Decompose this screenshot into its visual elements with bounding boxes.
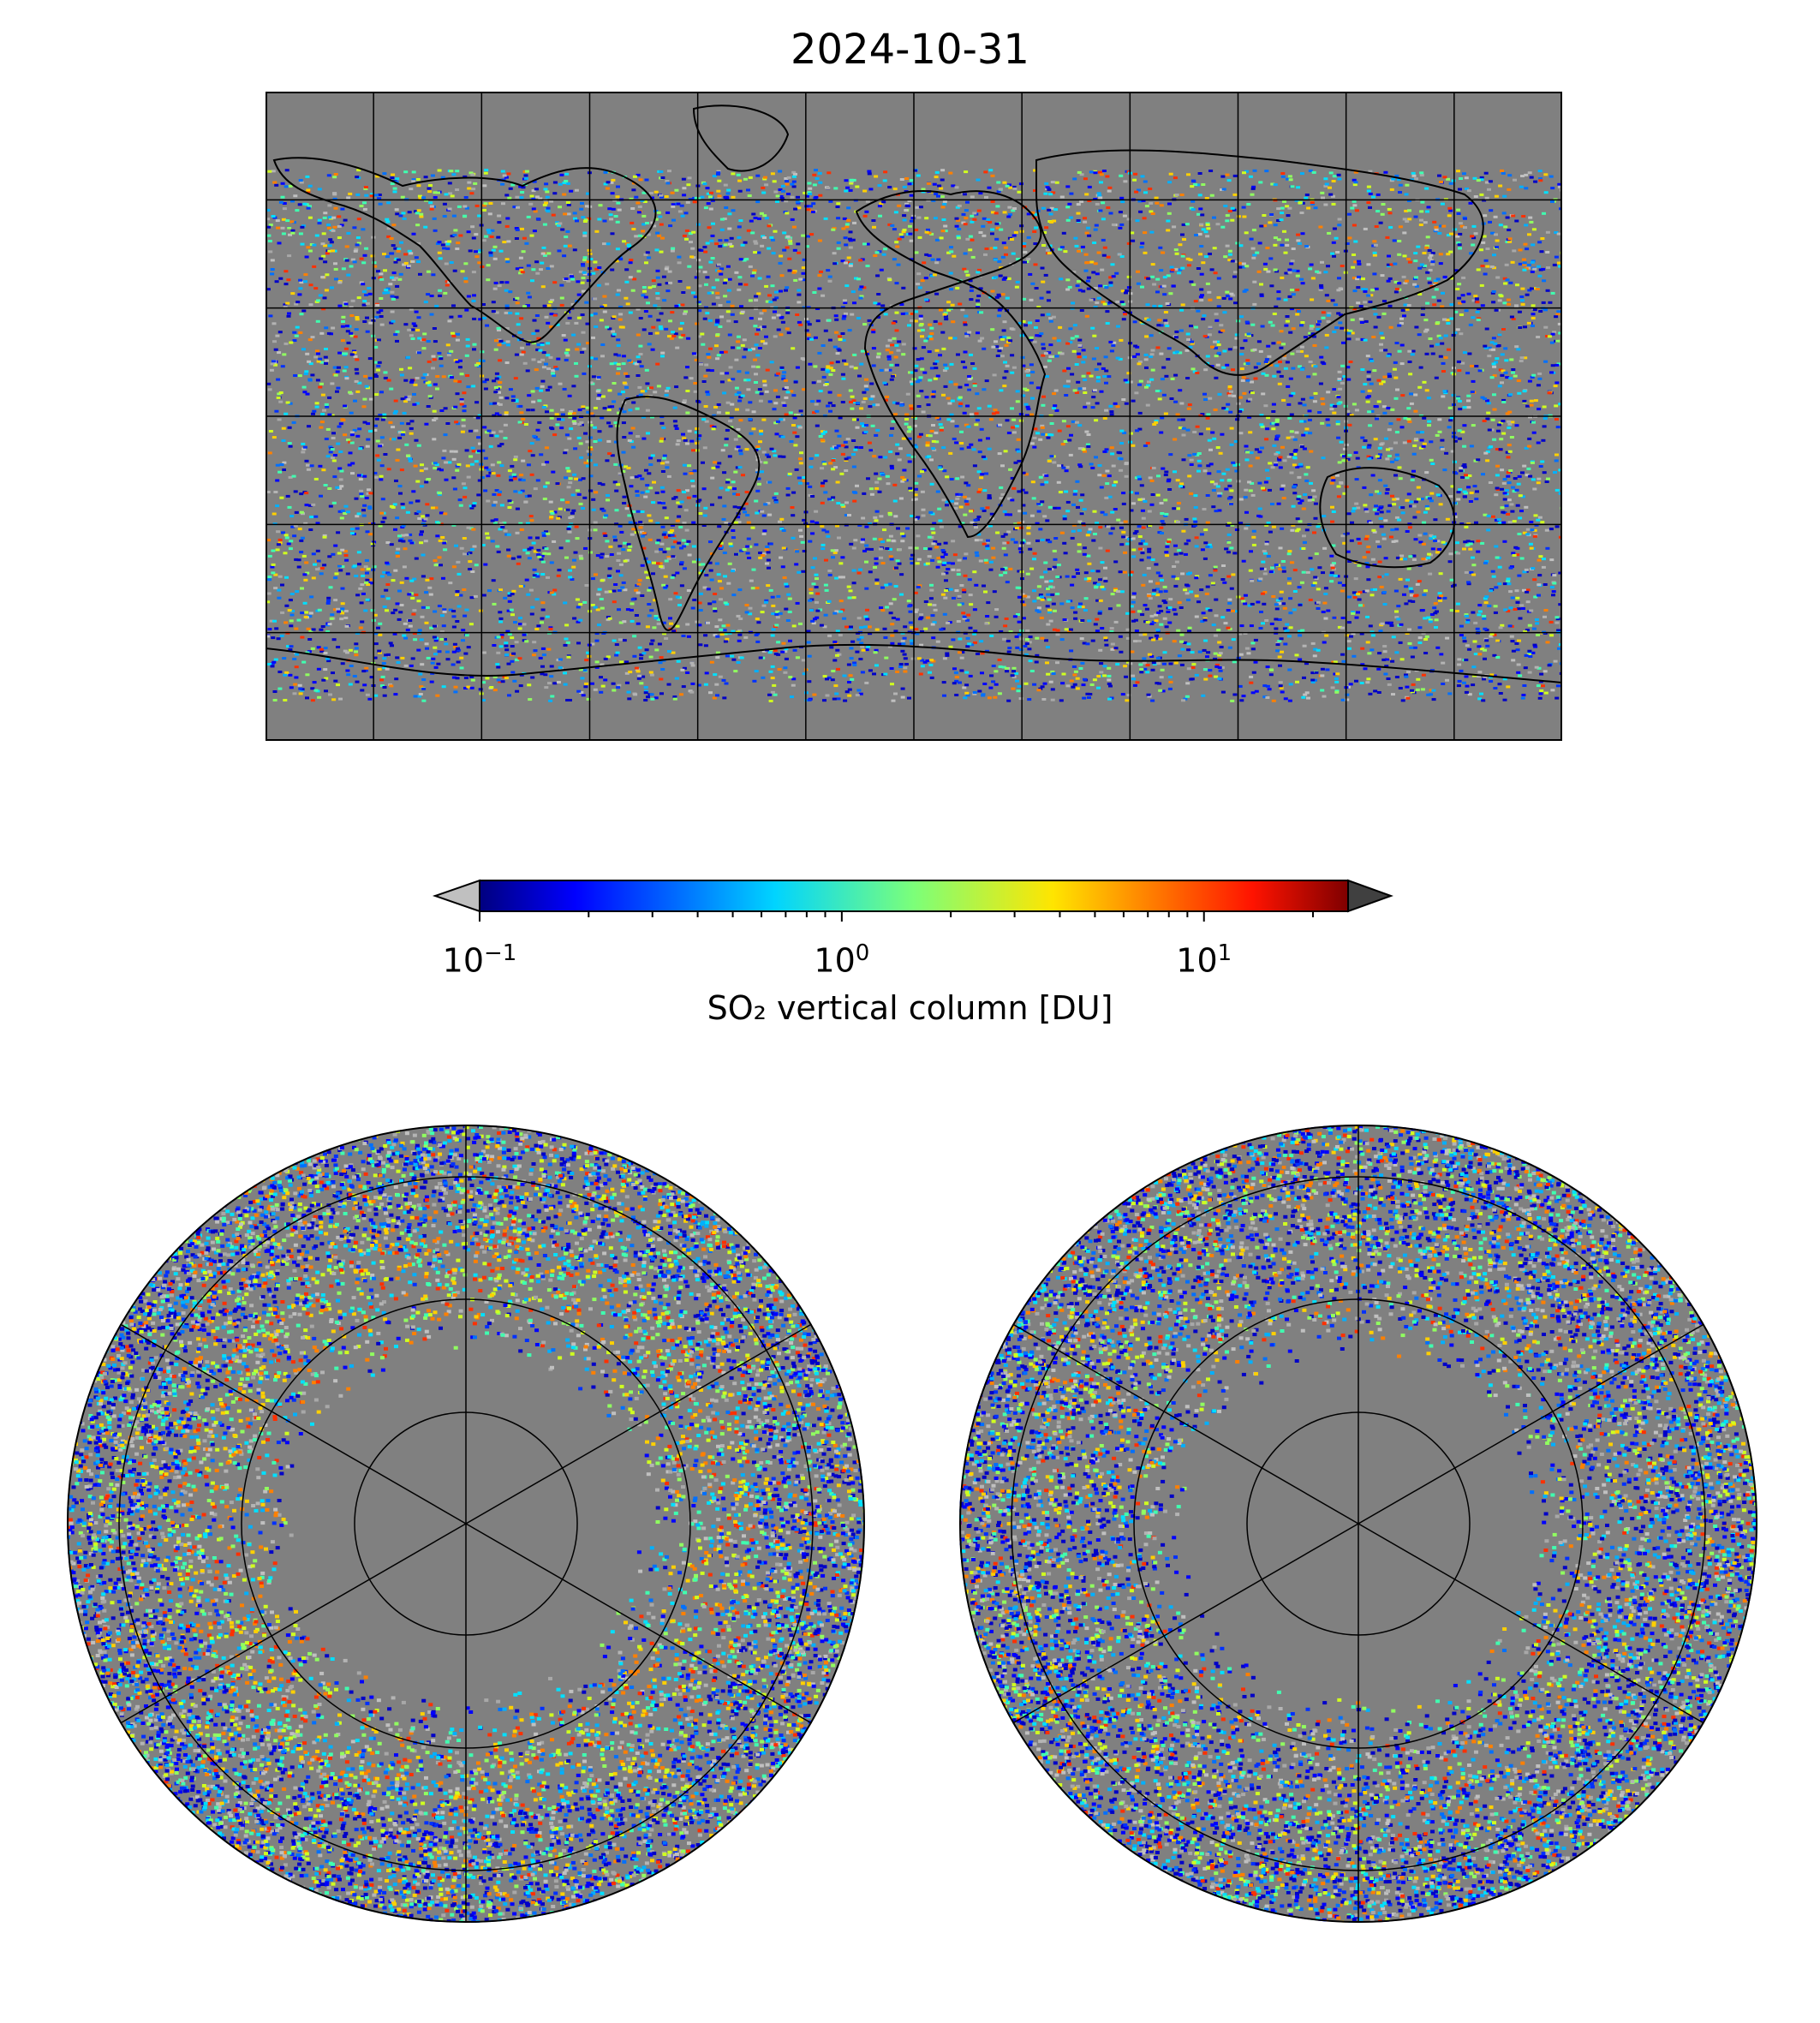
colorbar-tick-label: 10−1 <box>443 940 517 980</box>
colorbar-gradient <box>479 880 1349 912</box>
coastlines <box>266 104 1562 683</box>
global-map <box>266 92 1562 741</box>
polar-graticule <box>118 1125 814 1923</box>
colorbar: 10−1 100 101 <box>428 874 1396 1045</box>
figure-title: 2024-10-31 <box>0 26 1820 74</box>
polar-graticule <box>1011 1125 1706 1923</box>
colorbar-tick-label: 100 <box>814 940 869 980</box>
graticule <box>266 92 1562 741</box>
colorbar-tick-label: 101 <box>1176 940 1232 980</box>
south-polar-map <box>958 1123 1759 1925</box>
colorbar-over-extension <box>1347 879 1393 913</box>
colorbar-label: SO₂ vertical column [DU] <box>0 989 1820 1027</box>
north-polar-map <box>65 1123 867 1925</box>
colorbar-under-extension <box>432 879 480 913</box>
